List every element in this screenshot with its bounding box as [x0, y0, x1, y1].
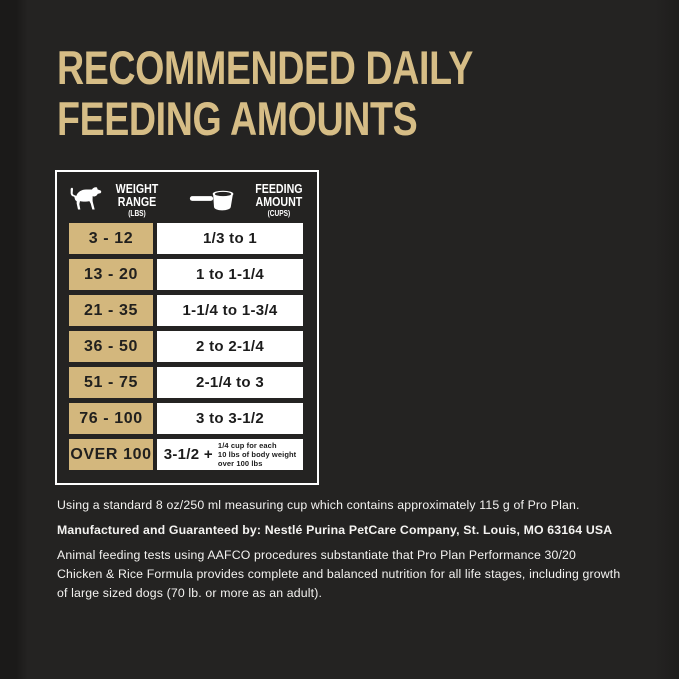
feeding-cell: 1/3 to 1: [157, 223, 303, 254]
feeding-cell: 3 to 3-1/2: [157, 403, 303, 434]
table-row: 3 - 12 1/3 to 1: [69, 223, 303, 254]
table-row: 21 - 35 1-1/4 to 1-3/4: [69, 295, 303, 326]
aafco-statement-line: of large sized dogs (70 lb. or more as a…: [57, 586, 323, 600]
feeding-cell: 2 to 2-1/4: [157, 331, 303, 362]
weight-range-unit: (LBS): [128, 208, 146, 218]
feeding-note-line: over 100 lbs: [217, 459, 263, 468]
feeding-amount-label-line2: AMOUNT: [255, 193, 303, 209]
feeding-amount-header: FEEDING AMOUNT (CUPS): [189, 182, 308, 218]
weight-cell: 3 - 12: [69, 223, 153, 254]
table-row: OVER 100 3-1/2 + 1/4 cup for each 10 lbs…: [69, 439, 303, 470]
weight-cell: 21 - 35: [69, 295, 153, 326]
manufacturer-footnote: Manufactured and Guaranteed by: Nestlé P…: [57, 523, 613, 537]
weight-cell: 76 - 100: [69, 403, 153, 434]
weight-range-header: WEIGHT RANGE (LBS): [66, 182, 163, 218]
weight-cell: 13 - 20: [69, 259, 153, 290]
aafco-statement-line: Animal feeding tests using AAFCO procedu…: [57, 548, 577, 562]
feeding-note: 1/4 cup for each 10 lbs of body weight o…: [218, 441, 296, 468]
measuring-cup-icon: [189, 190, 234, 210]
aafco-statement: Animal feeding tests using AAFCO procedu…: [57, 546, 661, 603]
feeding-note-line: 1/4 cup for each: [217, 441, 277, 450]
feeding-table-body: 3 - 12 1/3 to 1 13 - 20 1 to 1-1/4 21 - …: [57, 223, 317, 470]
weight-cell: 51 - 75: [69, 367, 153, 398]
feeding-cell: 1-1/4 to 1-3/4: [157, 295, 303, 326]
table-row: 76 - 100 3 to 3-1/2: [69, 403, 303, 434]
aafco-statement-line: Chicken & Rice Formula provides complete…: [57, 567, 621, 581]
weight-range-label-line1: WEIGHT: [115, 180, 159, 196]
page-title: RECOMMENDED DAILY FEEDING AMOUNTS: [57, 42, 473, 144]
feeding-note-line: 10 lbs of body weight: [217, 450, 297, 459]
table-row: 36 - 50 2 to 2-1/4: [69, 331, 303, 362]
weight-range-label: WEIGHT RANGE (LBS): [116, 182, 159, 218]
dog-icon: [70, 187, 102, 210]
page-title-line2: FEEDING AMOUNTS: [57, 92, 418, 145]
weight-range-label-line2: RANGE: [117, 193, 157, 209]
weight-cell: 36 - 50: [69, 331, 153, 362]
table-row: 51 - 75 2-1/4 to 3: [69, 367, 303, 398]
feeding-base-amount: 3-1/2 +: [163, 446, 213, 463]
feeding-cell: 2-1/4 to 3: [157, 367, 303, 398]
page-title-line1: RECOMMENDED DAILY: [57, 41, 473, 94]
feeding-amount-unit: (CUPS): [267, 208, 291, 218]
feeding-cell: 3-1/2 + 1/4 cup for each 10 lbs of body …: [157, 439, 303, 470]
feeding-amount-label-line1: FEEDING: [255, 180, 303, 196]
feeding-table: WEIGHT RANGE (LBS) FEEDING AMOUNT (CUPS)…: [55, 170, 319, 485]
feeding-table-header: WEIGHT RANGE (LBS) FEEDING AMOUNT (CUPS): [57, 172, 317, 223]
table-row: 13 - 20 1 to 1-1/4: [69, 259, 303, 290]
feeding-cell: 1 to 1-1/4: [157, 259, 303, 290]
feeding-amount-label: FEEDING AMOUNT (CUPS): [255, 182, 302, 218]
measuring-cup-footnote: Using a standard 8 oz/250 ml measuring c…: [57, 498, 580, 512]
weight-cell: OVER 100: [69, 439, 153, 470]
